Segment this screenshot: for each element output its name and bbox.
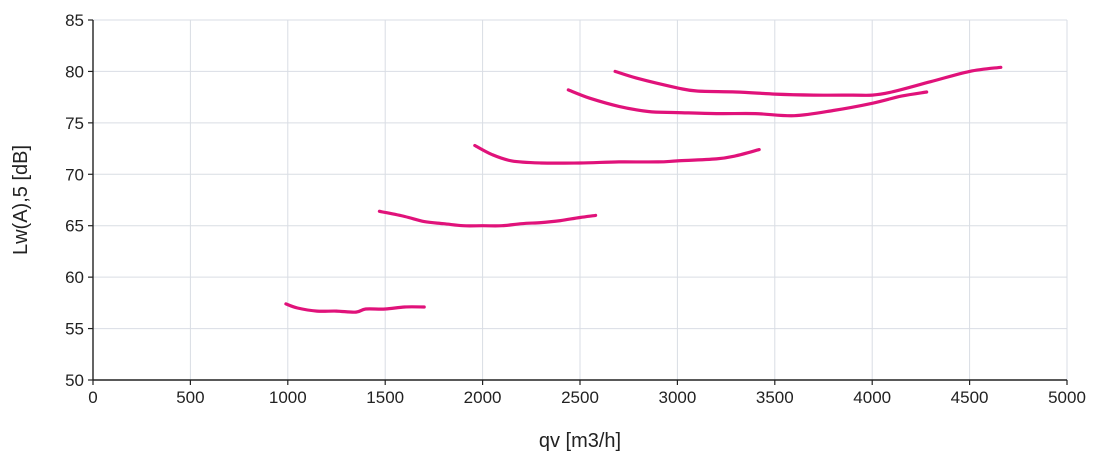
- x-axis-label: qv [m3/h]: [539, 430, 621, 452]
- x-tick-label: 5000: [1048, 388, 1086, 407]
- grid-lines: [93, 19, 1068, 380]
- series-line-2: [377, 209, 598, 228]
- x-tick-label: 2500: [561, 388, 599, 407]
- y-tick-label: 65: [65, 217, 84, 236]
- series-lines: [284, 65, 1003, 314]
- x-tick-label: 500: [176, 388, 204, 407]
- y-tick-label: 50: [65, 371, 84, 390]
- x-tick-label: 1000: [269, 388, 307, 407]
- y-tick-label: 55: [65, 320, 84, 339]
- y-tick-label: 70: [65, 165, 84, 184]
- x-tick-label: 3500: [756, 388, 794, 407]
- y-axis-label: Lw(A),5 [dB]: [10, 145, 32, 255]
- y-tick-label: 60: [65, 268, 84, 287]
- x-tick-label: 0: [88, 388, 97, 407]
- x-tick-label: 4000: [853, 388, 891, 407]
- y-tick-label: 85: [65, 11, 84, 30]
- axes: [88, 19, 1068, 385]
- series-line-3: [473, 143, 761, 165]
- x-tick-label: 1500: [366, 388, 404, 407]
- series-line-5: [613, 65, 1003, 97]
- tick-labels: 0 500 1000 1500 2000 2500 3000 3500 4000 4500 5000…: [65, 11, 1086, 407]
- y-tick-label: 75: [65, 114, 84, 133]
- x-tick-label: 3000: [658, 388, 696, 407]
- y-tick-label: 80: [65, 62, 84, 81]
- series-line-4: [566, 88, 929, 118]
- x-tick-label: 4500: [951, 388, 989, 407]
- series-line-1: [284, 302, 426, 314]
- x-tick-label: 2000: [464, 388, 502, 407]
